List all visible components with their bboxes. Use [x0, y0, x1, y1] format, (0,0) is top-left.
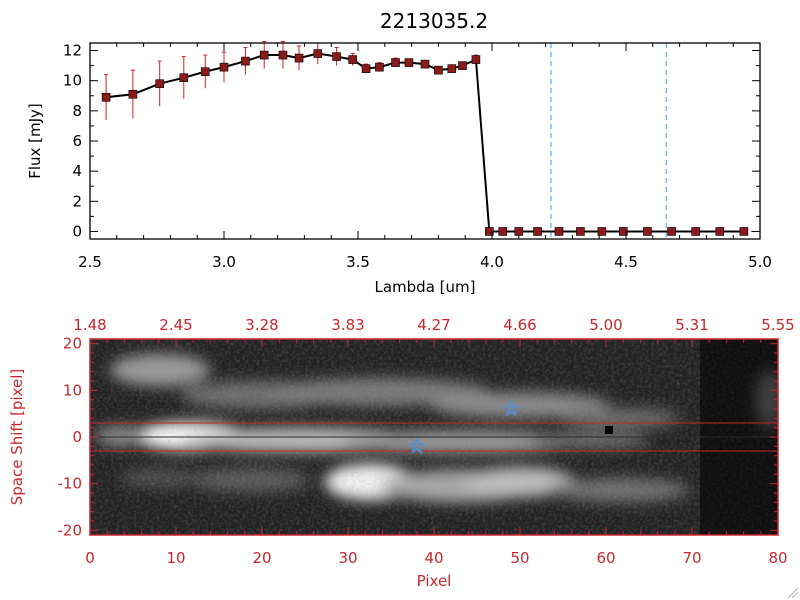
top-plot-ticks: 2.5 3.0 3.5 4.0 4.5 5.0 0 2 4 6 8 10 12: [63, 42, 772, 271]
top-plot-frame: [89, 42, 761, 240]
data-point-30: [643, 227, 652, 236]
x-tick-label: 30: [338, 549, 357, 567]
top-tick-label: 5.55: [761, 316, 794, 334]
x-tick-label: 4.0: [480, 253, 504, 271]
data-point-24: [514, 227, 524, 236]
data-point-18: [434, 65, 443, 75]
dead-pixel: [605, 426, 613, 434]
data-point-2: [155, 79, 164, 89]
y-tick-label: 12: [63, 42, 82, 60]
data-point-11: [332, 52, 341, 61]
top-tick-label: 2.45: [159, 316, 192, 334]
data-point-8: [278, 50, 288, 60]
y-axis-label: Flux [mJy]: [26, 103, 44, 179]
x-tick-label: 3.5: [346, 253, 370, 271]
star-marker-0: [408, 437, 426, 454]
data-point-17: [420, 59, 430, 69]
x-tick-label: 5.0: [748, 253, 772, 271]
data-point-29: [619, 227, 628, 236]
spatial-image-plot: 0 10 20 30 40 50 60 70 80 1.48 2.45 3.28 3.83 4.27 4.6…: [8, 316, 795, 590]
top-tick-label: 3.28: [245, 316, 278, 334]
top-tick-label: 4.27: [417, 316, 450, 334]
flux-spectrum-plot: 2213035.2 2.5 3.0 3.5 4.0 4.5 5.0 0 2 4 6 8 10 12 La…: [26, 9, 772, 296]
data-point-15: [391, 58, 400, 67]
y-tick-label: 8: [72, 102, 82, 120]
data-point-16: [404, 58, 414, 67]
data-point-0: [101, 92, 111, 102]
data-point-4: [200, 67, 210, 76]
top-tick-label: 5.00: [589, 316, 622, 334]
resize-grip-icon[interactable]: [787, 587, 799, 599]
x-tick-label: 4.5: [614, 253, 638, 271]
star-marker-1: [502, 399, 521, 417]
top-tick-label: 1.48: [73, 316, 106, 334]
data-point-27: [576, 227, 585, 236]
data-point-10: [313, 49, 323, 58]
aperture-lines: [90, 422, 778, 452]
data-point-26: [554, 227, 564, 236]
x-tick-label: 80: [768, 549, 787, 567]
y-tick-label: -10: [58, 475, 83, 493]
source-markers: [408, 399, 521, 454]
spectrum-line: [105, 52, 744, 233]
y-tick-label: 0: [72, 428, 82, 446]
data-point-1: [128, 89, 138, 99]
data-point-9: [294, 53, 304, 63]
x-axis-label: Pixel: [417, 572, 452, 590]
data-point-34: [739, 227, 749, 236]
spectrum-data: [101, 40, 760, 239]
x-tick-label: 50: [510, 549, 529, 567]
data-point-31: [667, 227, 676, 236]
data-point-6: [241, 56, 250, 66]
y-tick-label: -20: [58, 521, 83, 539]
data-point-12: [348, 55, 357, 64]
bottom-plot-ticks: 0 10 20 30 40 50 60 70 80 1.48 2.45 3.28 3.83 4.27 4.6…: [58, 316, 795, 567]
data-point-14: [375, 62, 384, 72]
data-point-33: [715, 227, 725, 236]
data-point-22: [485, 227, 494, 236]
x-tick-label: 2.5: [78, 253, 102, 271]
data-point-20: [458, 61, 467, 70]
y-tick-label: 4: [72, 162, 82, 180]
data-point-19: [447, 64, 457, 73]
y-tick-label: 10: [63, 72, 82, 90]
data-point-23: [498, 227, 508, 236]
y-axis-label: Space Shift [pixel]: [8, 369, 26, 506]
data-point-5: [219, 62, 229, 72]
x-tick-label: 10: [166, 549, 185, 567]
data-point-25: [533, 227, 542, 236]
y-tick-label: 2: [72, 192, 82, 210]
x-tick-label: 70: [682, 549, 701, 567]
data-point-3: [179, 73, 189, 82]
y-tick-label: 0: [72, 222, 82, 240]
data-point-13: [361, 64, 371, 73]
x-tick-label: 0: [85, 549, 95, 567]
data-point-32: [691, 227, 700, 236]
x-tick-label: 3.0: [212, 253, 236, 271]
plot-title: 2213035.2: [380, 9, 488, 33]
y-tick-label: 6: [72, 132, 82, 150]
x-axis-label: Lambda [um]: [375, 278, 476, 296]
top-tick-label: 3.83: [331, 316, 364, 334]
data-point-21: [471, 55, 481, 64]
x-tick-label: 40: [424, 549, 443, 567]
top-tick-label: 5.31: [675, 316, 708, 334]
x-tick-label: 20: [252, 549, 271, 567]
spectral-image: [90, 339, 778, 535]
x-tick-label: 60: [596, 549, 615, 567]
top-tick-label: 4.66: [503, 316, 536, 334]
data-point-28: [597, 227, 607, 236]
y-tick-label: 20: [63, 335, 82, 353]
data-point-7: [259, 50, 269, 60]
y-tick-label: 10: [63, 381, 82, 399]
